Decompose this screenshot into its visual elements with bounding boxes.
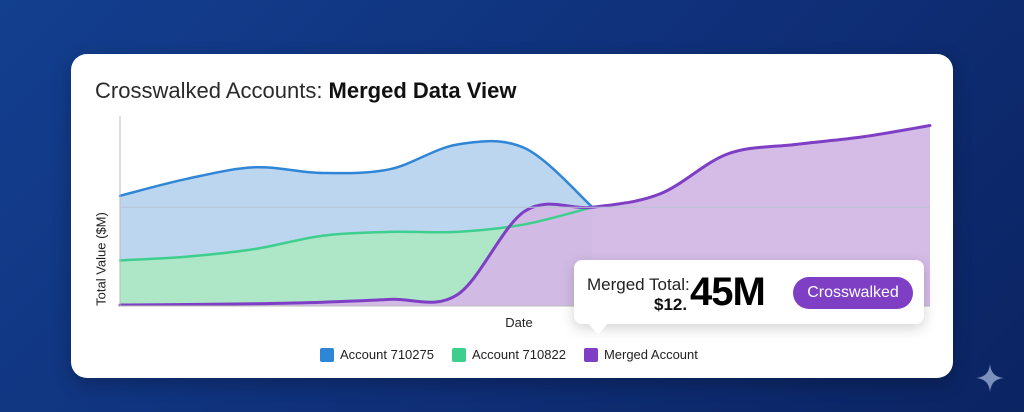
tooltip-value-prefix: $12.: [654, 295, 688, 314]
legend-item-710822[interactable]: Account 710822: [451, 347, 566, 362]
legend-swatch: [583, 347, 598, 362]
chart-title-regular: Crosswalked Accounts:: [95, 78, 329, 103]
chart-title: Crosswalked Accounts: Merged Data View: [95, 78, 516, 104]
tooltip-value-main: 45M: [690, 270, 766, 314]
chart-card: Crosswalked Accounts: Merged Data View T…: [71, 54, 953, 378]
chart-title-bold: Merged Data View: [328, 78, 517, 103]
tooltip-label: Merged Total:: [587, 275, 690, 294]
legend-swatch: [451, 347, 466, 362]
legend-swatch: [320, 347, 334, 362]
legend-item-710275[interactable]: Account 710275: [320, 347, 434, 362]
legend-label: Account 710275: [340, 347, 434, 362]
crosswalked-badge[interactable]: Crosswalked: [793, 277, 913, 309]
series-line-2: [118, 205, 594, 262]
legend: Account 710275 Account 710822 Merged Acc…: [320, 347, 698, 362]
merged-total-tooltip: Merged Total: $12. 45M Crosswalked: [574, 260, 924, 335]
series-line-3: [118, 124, 932, 307]
x-axis-label: Date: [505, 315, 533, 330]
series-lines: [118, 124, 932, 307]
legend-label: Account 710822: [471, 347, 566, 362]
sparkle-icon: [976, 364, 1004, 392]
legend-label: Merged Account: [603, 347, 698, 362]
series-line-1: [118, 139, 594, 209]
legend-item-merged[interactable]: Merged Account: [583, 347, 698, 362]
